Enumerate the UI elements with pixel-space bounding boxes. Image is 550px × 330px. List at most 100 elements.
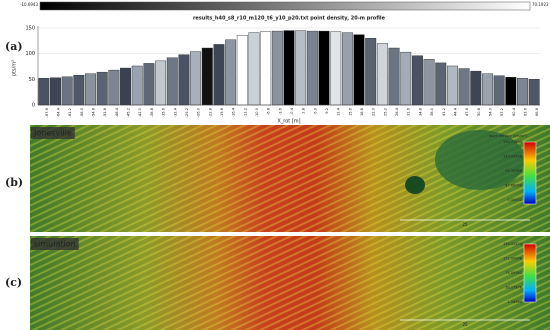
x-tick-label: 50.8 <box>477 107 481 116</box>
x-tick-label: -6.8 <box>267 107 271 115</box>
x-tick-label: 12.4 <box>337 107 341 116</box>
x-tick-label: 2.8 <box>302 107 306 113</box>
colorbar-tick-label: 190.71994 <box>503 140 523 144</box>
bar <box>353 34 365 106</box>
bar <box>423 59 435 106</box>
x-tick-label: -29.2 <box>185 108 189 117</box>
x-tick-label: -0.4 <box>290 107 294 115</box>
bar <box>435 62 447 106</box>
bar <box>365 38 377 106</box>
label-box <box>31 238 79 250</box>
x-tick-label: -48.4 <box>115 107 119 117</box>
bar <box>505 77 517 106</box>
bar <box>341 32 353 106</box>
bar <box>178 54 190 106</box>
x-tick-label: 22.0 <box>372 107 376 116</box>
bar <box>306 30 318 106</box>
bar <box>190 51 202 106</box>
bar <box>482 73 493 106</box>
chart-title: results_h40_s8_r10_m120_t6_y10_p20.txt p… <box>193 16 386 22</box>
x-tick-label: -22.8 <box>208 107 212 117</box>
x-tick-label: -16.4 <box>232 107 236 117</box>
bar <box>528 79 540 106</box>
panel-b <box>30 125 550 232</box>
bar <box>330 31 342 106</box>
colorbar <box>523 243 537 303</box>
colorbar-tick-label: 111.00908 <box>503 257 522 261</box>
bar <box>225 39 237 106</box>
x-tick-label: -19.6 <box>220 107 224 117</box>
x-tick-label: -67.6 <box>45 107 49 117</box>
vegetation <box>435 130 525 190</box>
colorbar-tick-label: 47.68000 <box>505 184 522 188</box>
x-tick-label: 28.4 <box>395 107 399 116</box>
bar <box>166 57 178 106</box>
bar <box>201 47 213 106</box>
bar <box>236 34 248 106</box>
y-tick-label: 150 <box>25 26 35 32</box>
vegetation <box>405 176 425 194</box>
bar <box>73 75 85 106</box>
x-tick-label: 6.0 <box>313 107 317 113</box>
x-tick-label: -26.0 <box>197 107 201 117</box>
colorbar-min: -10.6943 <box>20 2 38 7</box>
x-tick-label: 9.2 <box>325 108 329 114</box>
colorbar <box>39 1 531 11</box>
bar <box>248 32 260 106</box>
x-tick-label: -42.0 <box>138 107 142 117</box>
bar <box>131 65 143 106</box>
x-tick-label: -35.6 <box>162 107 166 117</box>
colorbar-tick-label: 38.17876 <box>505 286 522 290</box>
colorbar-tick-label: 95.35998 <box>505 169 522 173</box>
bar <box>411 55 423 106</box>
bar <box>260 31 272 106</box>
bar <box>50 77 61 106</box>
x-tick-label: 47.6 <box>465 107 469 116</box>
bar <box>61 76 73 106</box>
colorbar-tick-label: 146.02424 <box>503 242 523 246</box>
x-tick-label: -64.4 <box>57 107 61 117</box>
scale-label: 25 <box>462 222 468 227</box>
y-axis-label: pts/m² <box>12 60 18 76</box>
x-tick-label: 54.0 <box>488 107 492 116</box>
x-tick-label: 34.8 <box>418 107 422 116</box>
bar <box>96 71 108 106</box>
x-tick-label: 66.8 <box>535 107 539 116</box>
bar <box>108 69 120 106</box>
colorbar-max: 70.1923 <box>532 2 549 7</box>
bar <box>446 65 458 106</box>
bar <box>388 47 400 106</box>
bar <box>38 78 50 106</box>
bar <box>155 60 167 106</box>
panel-label: (a) <box>5 40 23 53</box>
x-tick-label: -10.0 <box>255 107 259 117</box>
bar <box>283 30 295 106</box>
x-tick-label: 41.2 <box>442 108 446 116</box>
panel-c <box>30 236 550 330</box>
bar <box>470 70 482 106</box>
x-tick-label: 60.4 <box>512 107 516 116</box>
bar <box>376 43 388 106</box>
scale-label: 25 <box>462 322 468 327</box>
x-tick-label: -3.6 <box>278 107 282 115</box>
x-tick-label: -51.6 <box>103 107 107 117</box>
x-tick-label: -58.0 <box>80 107 84 117</box>
x-tick-label: -45.2 <box>127 108 131 117</box>
x-tick-label: -38.8 <box>150 107 154 117</box>
x-tick-label: -54.8 <box>92 107 96 117</box>
bar <box>213 44 225 106</box>
x-tick-label: 57.2 <box>500 108 504 116</box>
colorbar-title: point density (pts/m²) <box>489 134 528 138</box>
bar <box>143 63 155 106</box>
x-tick-label: 25.2 <box>383 108 387 116</box>
image-label: simulation <box>34 240 76 249</box>
x-tick-label: 18.8 <box>360 107 364 116</box>
image-label: Jonesville <box>33 129 72 138</box>
x-tick-label: -61.2 <box>68 108 72 117</box>
x-tick-label: -13.2 <box>243 108 247 117</box>
bar <box>295 30 307 106</box>
bar <box>400 51 412 106</box>
y-tick-label: 50 <box>29 77 35 83</box>
bar <box>85 73 96 106</box>
